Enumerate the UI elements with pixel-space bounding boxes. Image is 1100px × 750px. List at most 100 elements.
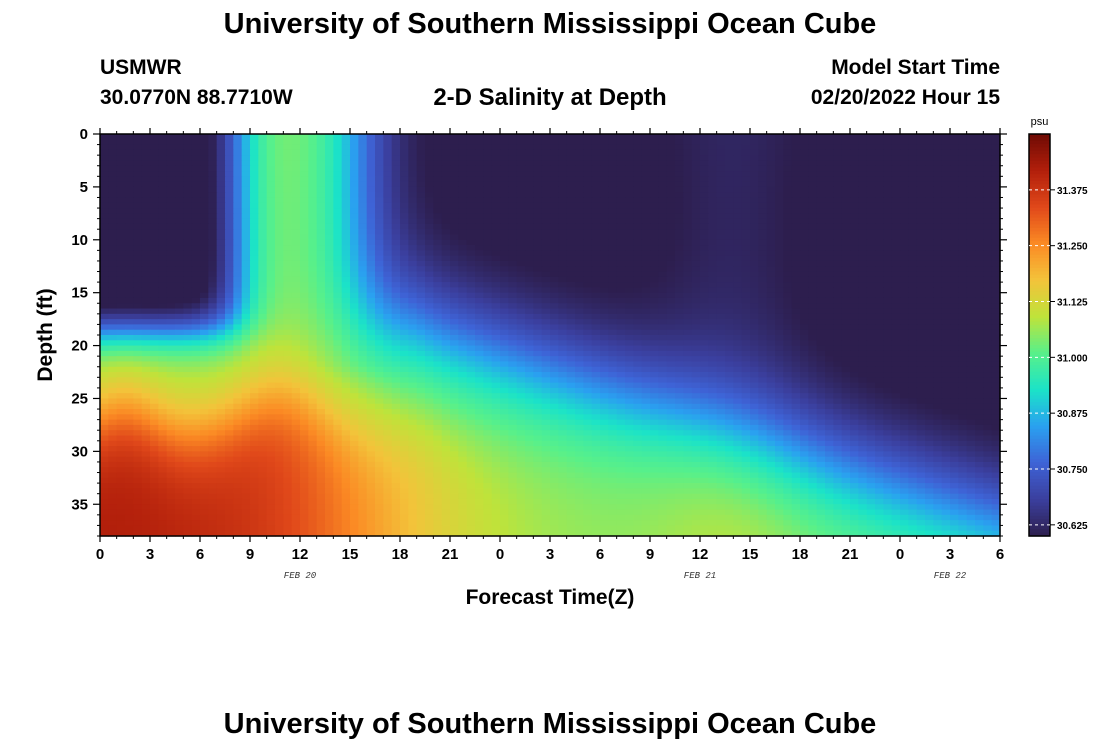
heatmap-cell [441,160,451,167]
heatmap-cell [958,250,968,257]
heatmap-cell [200,335,209,341]
heatmap-cell [283,234,293,241]
heatmap-cell [425,372,434,378]
heatmap-cell [883,324,893,331]
heatmap-cell [366,287,376,294]
heatmap-cell [600,223,609,230]
heatmap-cell [300,165,309,172]
heatmap-cell [825,176,834,183]
heatmap-cell [400,213,409,220]
heatmap-cell [691,350,701,357]
heatmap-cell [858,303,868,310]
heatmap-cell [833,197,843,204]
heatmap-cell [966,308,976,315]
heatmap-cell [275,282,284,288]
heatmap-cell [650,335,659,341]
heatmap-cell [533,176,543,183]
heatmap-cell [158,377,168,384]
heatmap-cell [541,181,551,188]
heatmap-cell [166,329,176,336]
heatmap-cell [475,287,484,294]
heatmap-cell [966,202,976,209]
heatmap-cell [158,372,168,378]
heatmap-cell [708,223,718,230]
heatmap-cell [891,319,901,326]
heatmap-cell [933,239,943,246]
station-id: USMWR [100,56,182,79]
heatmap-cell [716,372,726,378]
heatmap-cell [783,345,793,352]
heatmap-cell [541,250,551,257]
heatmap-cell [616,260,626,267]
heatmap-cell [191,192,201,199]
heatmap-cell [383,144,393,151]
heatmap-cell [483,202,493,209]
heatmap-cell [941,372,951,378]
heatmap-cell [116,313,126,320]
heatmap-cell [575,160,584,167]
heatmap-cell [691,171,701,177]
heatmap-cell [558,144,568,151]
heatmap-cell [683,276,693,283]
heatmap-cell [100,171,109,177]
heatmap-cell [150,377,159,384]
heatmap-cell [116,160,126,167]
heatmap-cell [600,303,609,310]
heatmap-cell [258,340,268,347]
heatmap-cell [466,229,476,236]
heatmap-cell [675,218,684,225]
heatmap-cell [883,202,893,209]
heatmap-cell [133,139,143,146]
heatmap-cell [700,213,709,220]
heatmap-cell [200,345,209,352]
heatmap-cell [558,303,568,310]
heatmap-cell [391,282,401,288]
heatmap-cell [866,239,876,246]
heatmap-cell [883,372,893,378]
heatmap-cell [458,276,468,283]
heatmap-cell [208,276,218,283]
heatmap-cell [933,134,943,140]
heatmap-cell [525,192,534,199]
heatmap-cell [550,160,559,167]
heatmap-cell [400,345,409,352]
heatmap-cell [425,319,434,326]
heatmap-cell [516,340,526,347]
heatmap-cell [416,324,426,331]
heatmap-cell [758,361,768,368]
heatmap-cell [808,134,818,140]
heatmap-cell [533,165,543,172]
heatmap-cell [950,160,959,167]
heatmap-cell [775,356,784,363]
heatmap-cell [458,308,468,315]
heatmap-cell [875,160,884,167]
heatmap-cell [866,319,876,326]
heatmap-cell [658,144,668,151]
heatmap-cell [658,186,668,193]
heatmap-cell [516,361,526,368]
heatmap-cell [316,282,326,288]
heatmap-cell [725,213,734,220]
heatmap-cell [158,213,168,220]
heatmap-cell [341,266,351,273]
heatmap-cell [575,313,584,320]
heatmap-cell [233,350,243,357]
heatmap-cell [516,192,526,199]
heatmap-cell [341,345,351,352]
heatmap-cell [883,245,893,251]
heatmap-cell [175,303,184,310]
heatmap-cell [750,139,759,146]
heatmap-cell [525,324,534,331]
heatmap-cell [458,271,468,278]
heatmap-cell [666,245,676,251]
heatmap-cell [283,218,293,225]
heatmap-cell [658,260,668,267]
heatmap-cell [150,234,159,241]
heatmap-cell [508,255,518,262]
heatmap-cell [400,160,409,167]
heatmap-cell [741,160,751,167]
heatmap-cell [875,149,884,156]
heatmap-cell [300,160,309,167]
heatmap-cell [675,319,684,326]
heatmap-cell [500,144,509,151]
